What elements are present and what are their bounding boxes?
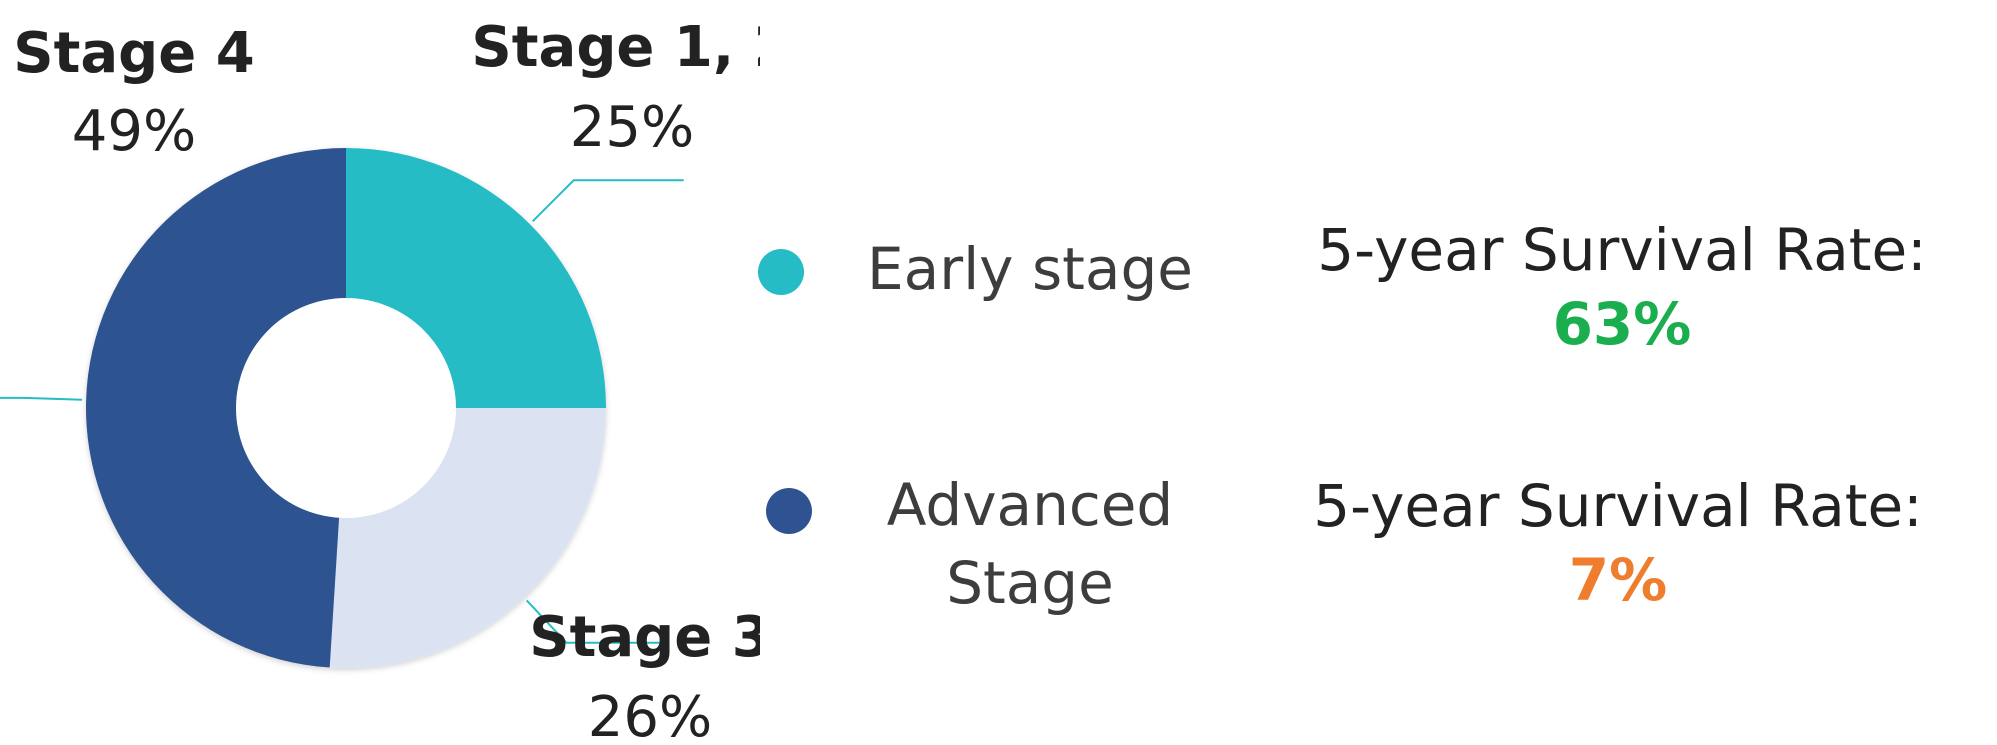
survival-rate-early: 5-year Survival Rate: 63%: [1302, 214, 1942, 362]
leader-line: [531, 179, 684, 223]
survival-rate-value: 63%: [1552, 290, 1692, 358]
leader-line: [525, 599, 667, 644]
donut-hole: [236, 298, 456, 518]
survival-rate-label: 5-year Survival Rate:: [1313, 472, 1923, 540]
slice-value-stage-1-2: 25%: [570, 95, 694, 160]
legend-label-advanced-stage: Advanced Stage: [886, 471, 1174, 617]
slice-value-stage-3: 26%: [588, 685, 712, 745]
survival-rate-value: 7%: [1568, 546, 1668, 614]
slice-value-stage-4: 49%: [72, 99, 196, 164]
slice-stage-4: [86, 148, 346, 668]
slice-label-stage-3: Stage 3: [529, 605, 760, 670]
donut-chart: Stage 1, 2 25% Stage 3 26% Stage 4 49%: [0, 15, 760, 745]
slice-label-stage-1-2: Stage 1, 2: [471, 15, 760, 80]
legend-dot-advanced-stage: [766, 488, 812, 534]
slice-label-stage-4: Stage 4: [13, 21, 254, 86]
legend-dot-early-stage: [758, 249, 804, 295]
survival-rate-advanced: 5-year Survival Rate: 7%: [1298, 470, 1938, 618]
legend-label-early-stage: Early stage: [867, 235, 1193, 303]
leader-line: [0, 396, 83, 401]
survival-rate-label: 5-year Survival Rate:: [1317, 216, 1927, 284]
